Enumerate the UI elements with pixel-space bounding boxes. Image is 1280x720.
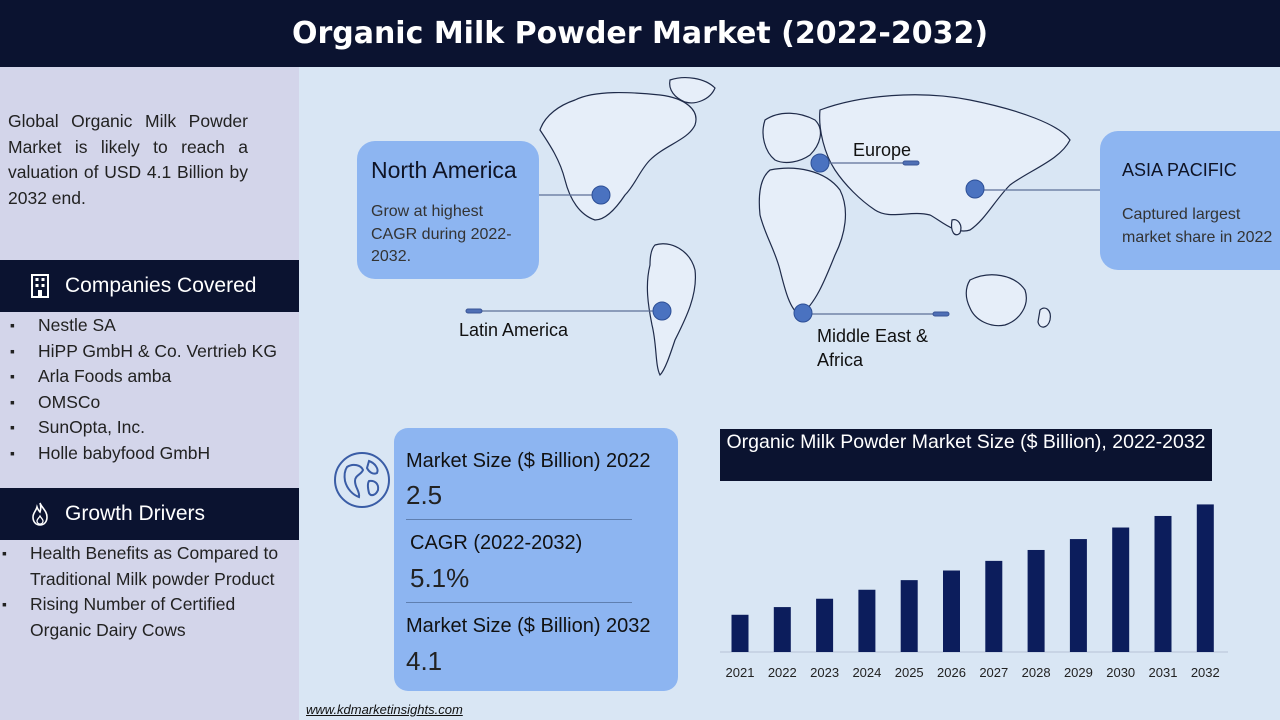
companies-header: Companies Covered — [0, 260, 299, 312]
north-america-text: Grow at highest CAGR during 2022-2032. — [371, 203, 512, 265]
globe-icon — [333, 451, 391, 509]
list-item: Arla Foods amba — [10, 364, 277, 390]
market-size-2022-label: Market Size ($ Billion) 2022 — [406, 450, 651, 472]
list-item: HiPP GmbH & Co. Vertrieb KG — [10, 339, 277, 365]
drivers-header: Growth Drivers — [0, 488, 299, 540]
north-america-card: North America Grow at highest CAGR durin… — [357, 141, 539, 279]
bar-2025 — [900, 580, 918, 652]
list-item: Holle babyfood GmbH — [10, 441, 277, 467]
x-tick-label: 2024 — [852, 665, 881, 680]
asia-pacific-text: Captured largest market share in 2022 — [1122, 206, 1273, 246]
europe-label: Europe — [853, 140, 912, 160]
list-item: Health Benefits as Compared to Tradition… — [2, 541, 292, 592]
left-panel: Global Organic Milk Powder Market is lik… — [0, 67, 299, 720]
companies-heading: Companies Covered — [65, 274, 257, 297]
bar-2026 — [943, 570, 960, 652]
bar-2023 — [816, 598, 834, 652]
bar-2024 — [858, 589, 876, 652]
latin-america-label: Latin America — [459, 320, 569, 340]
list-item: OMSCo — [10, 390, 277, 416]
drivers-heading: Growth Drivers — [65, 502, 206, 525]
companies-list: Nestle SA HiPP GmbH & Co. Vertrieb KG Ar… — [10, 313, 277, 467]
chart-title: Organic Milk Powder Market Size ($ Billi… — [720, 429, 1212, 481]
x-tick-label: 2027 — [979, 665, 1008, 680]
x-tick-label: 2031 — [1149, 665, 1178, 680]
building-icon — [27, 273, 53, 299]
market-size-2032-value: 4.1 — [406, 646, 443, 676]
x-tick-label: 2026 — [937, 665, 966, 680]
divider — [406, 602, 632, 603]
x-tick-label: 2028 — [1022, 665, 1051, 680]
list-item: Nestle SA — [10, 313, 277, 339]
cagr-value: 5.1% — [410, 563, 470, 593]
x-tick-label: 2023 — [810, 665, 839, 680]
bar-2022 — [773, 607, 791, 652]
x-tick-label: 2021 — [726, 665, 755, 680]
world-map — [539, 77, 1071, 377]
divider — [406, 519, 632, 520]
north-america-title: North America — [371, 157, 517, 183]
bar-chart: 2021 2022 2023 2024 2025 2026 2027 2028 2029 2030… — [720, 504, 1228, 680]
bar-2027 — [985, 560, 1003, 652]
bar-2028 — [1027, 549, 1045, 652]
asia-pacific-card: ASIA PACIFIC Captured largest market sha… — [1100, 131, 1280, 270]
mea-label: Middle East & Africa — [817, 326, 929, 370]
market-size-2032-label: Market Size ($ Billion) 2032 — [406, 615, 651, 637]
drivers-list: Health Benefits as Compared to Tradition… — [2, 541, 292, 643]
x-tick-label: 2022 — [768, 665, 797, 680]
bar-2029 — [1069, 539, 1087, 652]
asia-pacific-title: ASIA PACIFIC — [1122, 160, 1237, 180]
intro-text: Global Organic Milk Powder Market is lik… — [8, 111, 248, 208]
x-tick-label: 2029 — [1064, 665, 1093, 680]
market-size-2022-value: 2.5 — [406, 480, 443, 510]
bar-2031 — [1154, 515, 1172, 652]
bar-2021 — [731, 614, 749, 652]
x-tick-label: 2025 — [895, 665, 924, 680]
bar-2032 — [1196, 504, 1214, 652]
bar-2030 — [1112, 527, 1130, 652]
page-title: Organic Milk Powder Market (2022-2032) — [0, 0, 1280, 67]
x-tick-label: 2030 — [1106, 665, 1135, 680]
cagr-label: CAGR (2022-2032) — [410, 532, 583, 554]
flame-icon — [27, 501, 53, 527]
x-tick-label: 2032 — [1191, 665, 1220, 680]
list-item: Rising Number of Certified Organic Dairy… — [2, 592, 292, 643]
stats-card: Market Size ($ Billion) 2022 2.5 CAGR (2… — [394, 428, 678, 691]
footer-url[interactable]: www.kdmarketinsights.com — [306, 702, 463, 717]
list-item: SunOpta, Inc. — [10, 415, 277, 441]
